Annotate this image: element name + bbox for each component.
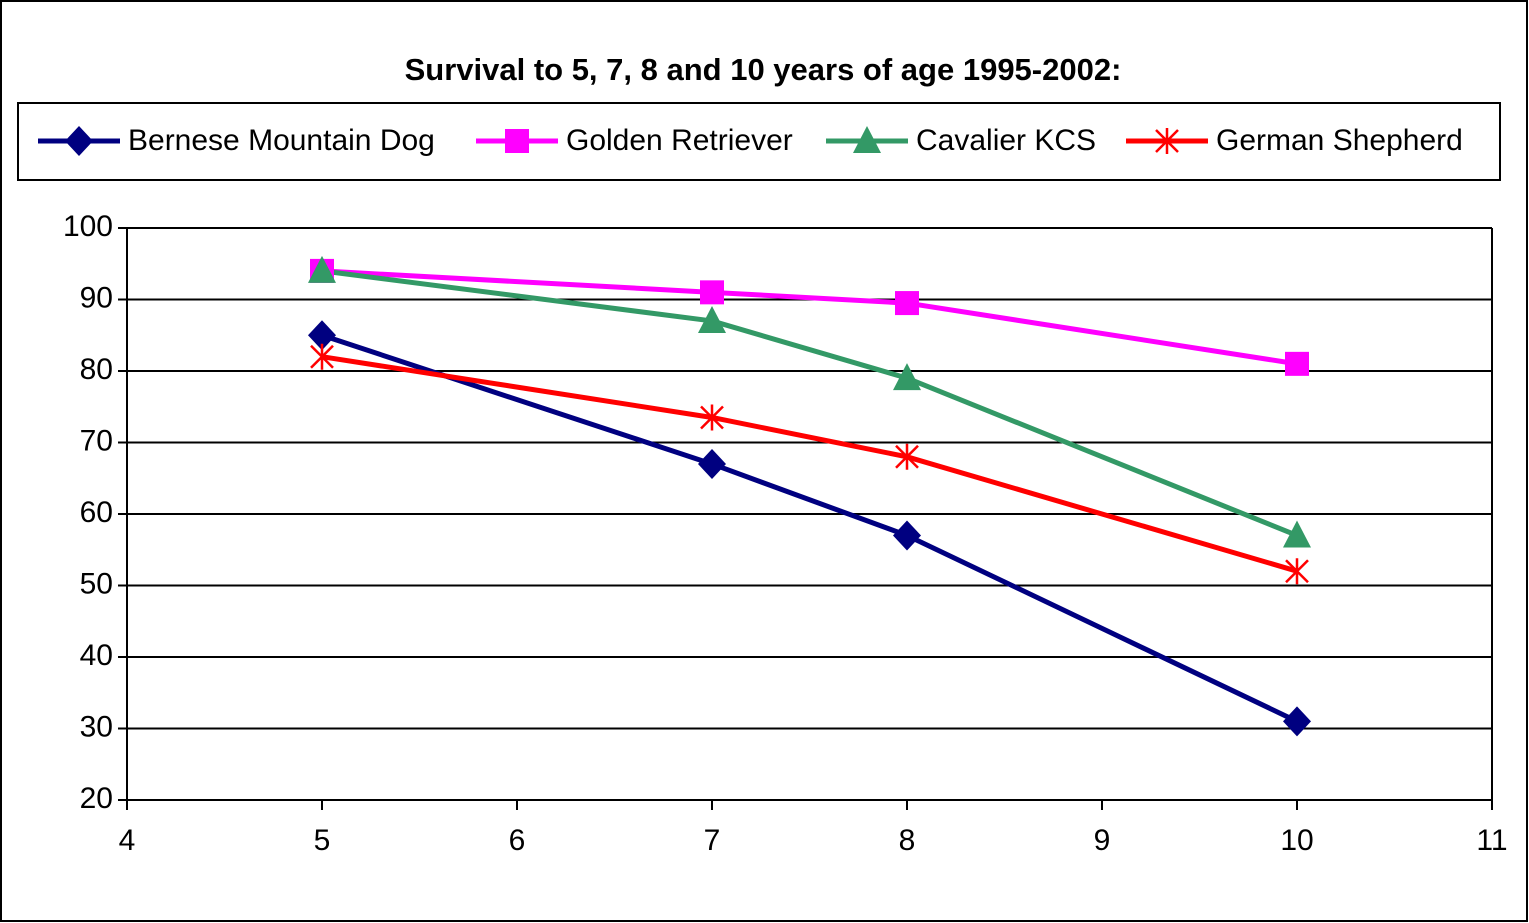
data-point	[1285, 351, 1309, 376]
y-tick-label: 80	[80, 353, 113, 386]
x-tick-label: 11	[1476, 824, 1507, 857]
legend-label: Cavalier KCS	[916, 124, 1096, 157]
y-tick-label: 70	[80, 424, 113, 457]
y-tick-label: 60	[80, 496, 113, 529]
series-line	[321, 268, 1298, 538]
chart-title: Survival to 5, 7, 8 and 10 years of age …	[405, 52, 1122, 87]
legend-label: German Shepherd	[1216, 124, 1463, 157]
legend-label: Bernese Mountain Dog	[128, 124, 435, 157]
x-tick-label: 4	[119, 824, 136, 857]
x-tick-label: 8	[899, 824, 916, 857]
data-point	[893, 363, 921, 391]
x-tick-label: 7	[704, 824, 721, 857]
y-tick-label: 20	[80, 782, 113, 815]
data-point	[895, 443, 919, 470]
series-line	[321, 268, 1298, 367]
legend-marker	[65, 126, 93, 156]
data-point	[1285, 558, 1309, 585]
data-point	[1283, 706, 1311, 737]
data-point	[698, 305, 726, 333]
data-point	[308, 255, 336, 283]
x-tick-label: 9	[1094, 824, 1111, 857]
data-point	[698, 448, 726, 479]
y-tick-label: 90	[80, 281, 113, 314]
data-point	[308, 320, 336, 351]
x-tick-label: 10	[1280, 824, 1313, 857]
data-point	[700, 404, 724, 431]
legend-marker	[853, 126, 881, 153]
y-tick-label: 100	[63, 210, 113, 243]
y-tick-label: 40	[80, 639, 113, 672]
x-tick-label: 5	[314, 824, 331, 857]
y-tick-label: 50	[80, 567, 113, 600]
legend-marker	[1155, 128, 1179, 154]
series-line	[321, 332, 1299, 724]
data-point	[1283, 520, 1311, 548]
y-tick-label: 30	[80, 710, 113, 743]
data-point	[893, 520, 921, 551]
x-tick-label: 6	[509, 824, 526, 857]
data-point	[895, 291, 919, 316]
data-point	[700, 280, 724, 305]
series-line	[321, 354, 1298, 574]
legend-label: Golden Retriever	[566, 124, 793, 157]
data-point	[310, 343, 334, 370]
legend-box	[17, 102, 1501, 181]
legend-marker	[505, 129, 529, 153]
